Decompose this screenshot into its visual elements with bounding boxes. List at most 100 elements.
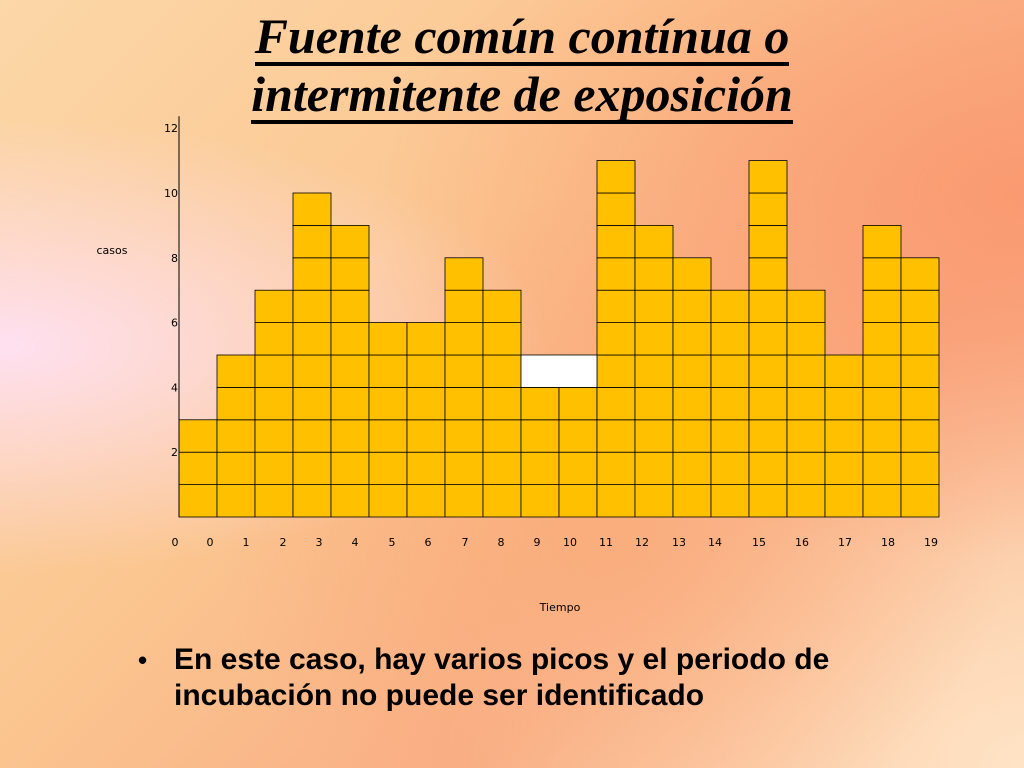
bar-7-case-5 xyxy=(444,354,484,388)
bar-17-case-1 xyxy=(824,484,864,518)
x-tick-8: 7 xyxy=(462,536,469,549)
bar-19-case-7 xyxy=(900,289,940,324)
bar-19-case-1 xyxy=(900,484,940,518)
bar-13-case-8 xyxy=(672,257,712,291)
bar-3-case-3 xyxy=(292,419,332,453)
bar-1-case-2 xyxy=(216,451,256,486)
bar-8-case-2 xyxy=(482,451,522,486)
bar-19-case-4 xyxy=(900,386,940,421)
bar-8-case-6 xyxy=(482,322,522,356)
x-tick-9: 8 xyxy=(498,536,505,549)
bar-3-case-8 xyxy=(292,257,332,291)
bar-1-case-3 xyxy=(216,419,256,453)
bar-3-case-1 xyxy=(292,484,332,518)
bar-12-case-6 xyxy=(634,322,674,356)
bullet-point: • En este caso, hay varios picos y el pe… xyxy=(138,642,978,714)
bar-16-case-7 xyxy=(786,289,826,324)
bar-14-case-1 xyxy=(710,484,750,518)
bar-15-case-11 xyxy=(748,160,788,194)
bar-3-case-2 xyxy=(292,451,332,486)
bullet-dot-icon: • xyxy=(138,645,148,675)
bar-4-case-8 xyxy=(330,257,370,291)
y-tick-2: 2 xyxy=(171,446,178,459)
y-tick-4: 4 xyxy=(171,381,178,394)
x-tick-11: 10 xyxy=(563,536,577,549)
y-tick-labels: 2 4 6 8 10 12 xyxy=(164,122,178,459)
bar-11-case-8 xyxy=(596,257,636,291)
bar-13-case-6 xyxy=(672,322,712,356)
bar-0-case-3 xyxy=(178,419,218,453)
bar-6-case-5 xyxy=(406,354,446,388)
bar-14-case-4 xyxy=(710,386,750,421)
bar-3-case-6 xyxy=(292,322,332,356)
x-tick-7: 6 xyxy=(425,536,432,549)
bar-17-case-4 xyxy=(824,386,864,421)
bar-3-case-10 xyxy=(292,192,332,226)
bar-6-case-6 xyxy=(406,322,446,356)
bar-19-case-3 xyxy=(900,419,940,453)
bar-4-case-5 xyxy=(330,354,370,388)
bar-8-case-7 xyxy=(482,289,522,324)
highlight-cell-0 xyxy=(520,354,598,388)
bar-3-case-9 xyxy=(292,224,332,259)
title-line-2: intermitente de exposición xyxy=(251,66,793,124)
bar-17-case-2 xyxy=(824,451,864,486)
bar-13-case-7 xyxy=(672,289,712,324)
bar-18-case-3 xyxy=(862,419,902,453)
bar-7-case-1 xyxy=(444,484,484,518)
bar-9-case-2 xyxy=(520,451,560,486)
bar-5-case-2 xyxy=(368,451,408,486)
bar-15-case-7 xyxy=(748,289,788,324)
bar-11-case-11 xyxy=(596,160,636,194)
x-tick-labels: 0 0 1 2 3 4 5 6 7 8 9 10 11 12 13 14 15 16 17 18 19 xyxy=(172,536,939,549)
bar-10-case-4 xyxy=(558,386,598,421)
bar-16-case-5 xyxy=(786,354,826,388)
bar-18-case-4 xyxy=(862,386,902,421)
bar-0-case-1 xyxy=(178,484,218,518)
bar-9-case-4 xyxy=(520,386,560,421)
bar-8-case-1 xyxy=(482,484,522,518)
bar-6-case-1 xyxy=(406,484,446,518)
bar-8-case-3 xyxy=(482,419,522,453)
bar-18-case-9 xyxy=(862,224,902,259)
y-tick-8: 8 xyxy=(171,252,178,265)
bar-2-case-3 xyxy=(254,419,294,453)
x-tick-12: 11 xyxy=(599,536,613,549)
bar-13-case-2 xyxy=(672,451,712,486)
bar-19-case-2 xyxy=(900,451,940,486)
x-tick-14: 13 xyxy=(672,536,686,549)
slide-title: Fuente común contínua o intermitente de … xyxy=(0,8,1024,124)
bar-9-case-1 xyxy=(520,484,560,518)
bar-14-case-3 xyxy=(710,419,750,453)
x-tick-16: 15 xyxy=(752,536,766,549)
y-axis-label: casos xyxy=(97,244,128,257)
bar-4-case-1 xyxy=(330,484,370,518)
bar-7-case-4 xyxy=(444,386,484,421)
bar-11-case-3 xyxy=(596,419,636,453)
bar-19-case-8 xyxy=(900,257,940,291)
bar-13-case-4 xyxy=(672,386,712,421)
bar-11-case-10 xyxy=(596,192,636,226)
title-line-1: Fuente común contínua o xyxy=(254,8,790,66)
bar-15-case-8 xyxy=(748,257,788,291)
bar-2-case-7 xyxy=(254,289,294,324)
bar-11-case-5 xyxy=(596,354,636,388)
bar-10-case-2 xyxy=(558,451,598,486)
bar-15-case-5 xyxy=(748,354,788,388)
bar-4-case-7 xyxy=(330,289,370,324)
x-tick-19: 18 xyxy=(881,536,895,549)
bar-4-case-2 xyxy=(330,451,370,486)
bar-2-case-4 xyxy=(254,386,294,421)
bar-19-case-5 xyxy=(900,354,940,388)
bar-12-case-3 xyxy=(634,419,674,453)
bar-15-case-6 xyxy=(748,322,788,356)
bar-15-case-3 xyxy=(748,419,788,453)
bar-2-case-1 xyxy=(254,484,294,518)
bar-12-case-7 xyxy=(634,289,674,324)
bar-13-case-3 xyxy=(672,419,712,453)
bar-1-case-1 xyxy=(216,484,256,518)
bar-11-case-6 xyxy=(596,322,636,356)
bar-12-case-4 xyxy=(634,386,674,421)
x-tick-15: 14 xyxy=(708,536,722,549)
bar-4-case-3 xyxy=(330,419,370,453)
